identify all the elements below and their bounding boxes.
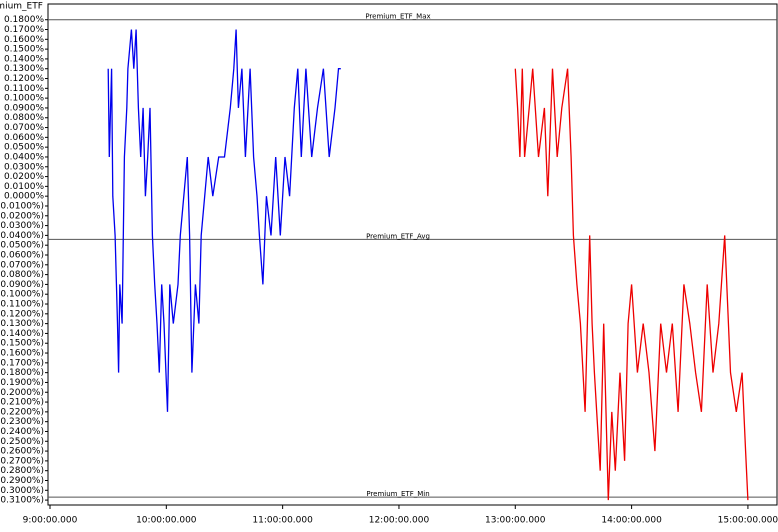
- y-tick-label: (0.2200%): [0, 407, 44, 417]
- x-tick-label: 14:00:00.000: [601, 516, 662, 526]
- y-tick-label: (0.2400%): [0, 427, 44, 437]
- y-tick-label: (0.0700%): [0, 260, 44, 270]
- y-tick-label: 0.0100%: [4, 182, 44, 192]
- reference-label: Premium_ETF_Avg: [366, 232, 430, 240]
- y-tick-label: (0.1300%): [0, 319, 44, 329]
- y-tick-label: (0.1600%): [0, 349, 44, 359]
- plot-frame: [47, 3, 778, 506]
- y-tick-label: (0.3000%): [0, 486, 44, 496]
- y-tick-label: 0.0000%: [4, 192, 44, 202]
- y-tick-label: (0.2700%): [0, 456, 44, 466]
- series-line: [514, 68, 749, 501]
- x-tick-label: 13:00:00.000: [485, 516, 546, 526]
- y-tick-label: 0.1400%: [4, 54, 44, 64]
- x-tick-label: 9:00:00.000: [23, 516, 78, 526]
- y-tick-label: (0.1000%): [0, 290, 44, 300]
- y-tick-label: 0.1600%: [4, 35, 44, 45]
- y-tick-label: (0.3100%): [0, 496, 44, 506]
- y-tick-label: (0.2100%): [0, 398, 44, 408]
- y-tick-label: (0.1500%): [0, 339, 44, 349]
- y-tick-label: (0.0100%): [0, 201, 44, 211]
- y-tick-label: 0.0800%: [4, 113, 44, 123]
- x-tick-label: 11:00:00.000: [252, 516, 313, 526]
- reference-label: Premium_ETF_Max: [365, 13, 430, 21]
- y-tick-label: 0.0500%: [4, 143, 44, 153]
- y-tick-label: (0.1200%): [0, 309, 44, 319]
- y-tick-label: 0.0400%: [4, 152, 44, 162]
- y-tick-label: (0.2300%): [0, 417, 44, 427]
- series-line: [107, 29, 341, 412]
- y-tick-label: (0.2000%): [0, 388, 44, 398]
- y-tick-label: (0.0200%): [0, 211, 44, 221]
- y-tick-label: 0.0700%: [4, 123, 44, 133]
- y-tick-label: (0.0900%): [0, 280, 44, 290]
- y-tick-label: 0.1800%: [4, 15, 44, 25]
- y-tick-label: 0.1700%: [4, 25, 44, 35]
- y-tick-label: (0.0800%): [0, 270, 44, 280]
- y-tick-label: (0.1400%): [0, 329, 44, 339]
- y-tick-label: (0.2800%): [0, 466, 44, 476]
- y-tick-label: (0.0600%): [0, 251, 44, 261]
- y-tick-label: 0.0600%: [4, 133, 44, 143]
- chart-title: Premium_ETF: [0, 2, 43, 12]
- y-tick-label: 0.1100%: [4, 84, 44, 94]
- x-tick-label: 12:00:00.000: [369, 516, 430, 526]
- y-tick-label: 0.1200%: [4, 74, 44, 84]
- y-tick-label: (0.0500%): [0, 241, 44, 251]
- y-tick-label: (0.0300%): [0, 221, 44, 231]
- y-tick-label: (0.1100%): [0, 300, 44, 310]
- y-tick-label: (0.1900%): [0, 378, 44, 388]
- y-tick-label: 0.1300%: [4, 64, 44, 74]
- x-tick-label: 15:00:00.000: [718, 516, 778, 526]
- y-tick-label: (0.1700%): [0, 358, 44, 368]
- y-tick-label: (0.1800%): [0, 368, 44, 378]
- y-tick-label: 0.0900%: [4, 103, 44, 113]
- y-tick-label: (0.2900%): [0, 476, 44, 486]
- y-tick-label: 0.0200%: [4, 172, 44, 182]
- y-tick-label: (0.0400%): [0, 231, 44, 241]
- x-tick-label: 10:00:00.000: [136, 516, 197, 526]
- y-tick-label: (0.2600%): [0, 447, 44, 457]
- y-tick-label: (0.2500%): [0, 437, 44, 447]
- y-tick-label: 0.1000%: [4, 94, 44, 104]
- y-tick-label: 0.0300%: [4, 162, 44, 172]
- reference-label: Premium_ETF_Min: [366, 490, 429, 498]
- y-tick-label: 0.1500%: [4, 45, 44, 55]
